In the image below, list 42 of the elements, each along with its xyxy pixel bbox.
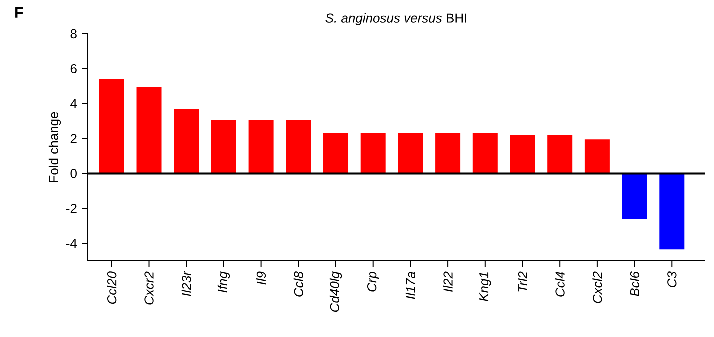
bar [398, 134, 424, 174]
x-tick-label: Cxcl2 [592, 272, 602, 304]
x-tick-label: Ccl8 [294, 272, 304, 297]
bar [660, 174, 685, 250]
x-tick-label: Ifng [218, 272, 230, 293]
y-axis-title: Fold change [48, 112, 62, 182]
x-tick-label: Cxcr2 [144, 272, 154, 305]
x-tick-label: Ccl4 [555, 272, 565, 297]
bar [584, 140, 610, 174]
x-tick-label: Kng1 [480, 272, 492, 302]
y-tick-label: 0 [70, 169, 77, 178]
bar [248, 120, 274, 174]
y-tick-label: 4 [70, 99, 78, 108]
x-tick-label: Il9 [256, 272, 266, 285]
bar [510, 135, 536, 174]
bar [548, 135, 573, 174]
text: F [16, 8, 24, 18]
bar [472, 134, 498, 174]
bar [136, 87, 162, 174]
bar [174, 109, 200, 174]
x-tick-label: Cd40lg [330, 272, 342, 312]
y-tick-label: 8 [70, 29, 77, 39]
x-tick-label: Il22 [443, 272, 453, 292]
x-tick-label: Ccl20 [107, 272, 117, 304]
bar [622, 174, 648, 220]
x-tick-label: C3 [668, 272, 677, 288]
bar [211, 120, 236, 174]
y-tick-label: 6 [70, 64, 77, 74]
x-tick-label: Il17a [406, 272, 416, 300]
bar [286, 120, 312, 174]
x-tick-label: Il23r [182, 271, 192, 296]
bar [360, 134, 386, 174]
bar [99, 79, 124, 174]
x-tick-label: Bcl6 [630, 272, 640, 296]
bar [324, 134, 349, 174]
bar [436, 134, 461, 174]
y-tick-label: -2 [66, 204, 77, 214]
x-tick-label: Trl2 [518, 272, 528, 292]
y-tick-label: 2 [70, 134, 77, 144]
y-tick-label: -4 [66, 239, 78, 248]
chart-title: S. anginosus versus BHI [326, 13, 466, 26]
x-tick-label: Crp [367, 272, 380, 292]
